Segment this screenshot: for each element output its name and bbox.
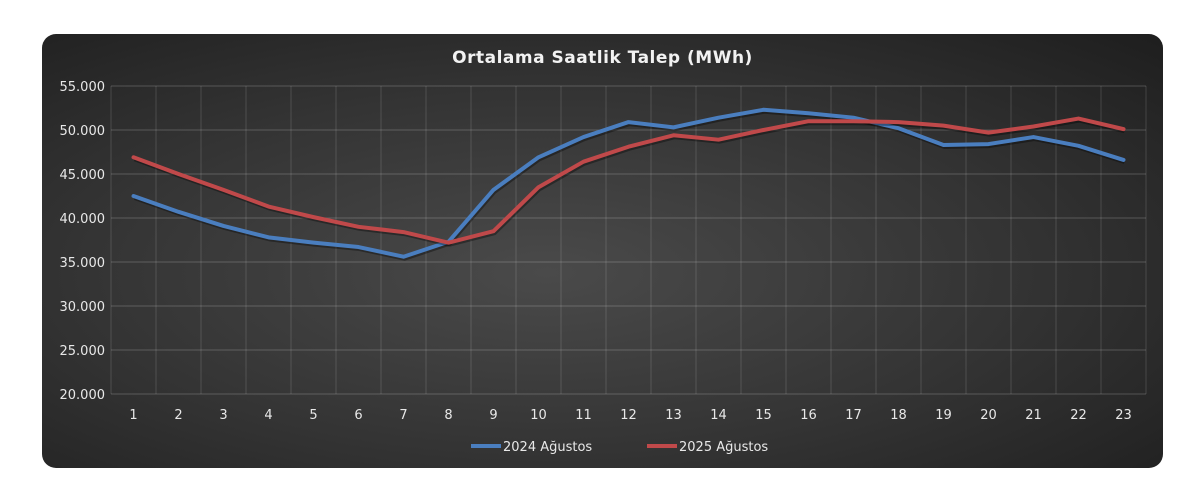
- x-tick-label: 22: [1070, 408, 1087, 423]
- y-tick-label: 30.000: [60, 300, 106, 315]
- x-tick-label: 19: [935, 408, 952, 423]
- x-tick-label: 8: [444, 408, 452, 423]
- x-tick-label: 7: [399, 408, 407, 423]
- x-tick-label: 3: [219, 408, 227, 423]
- x-tick-label: 13: [665, 408, 682, 423]
- line-chart: 20.000 25.000 30.000 35.000 40.000 45.000 50.0…: [60, 80, 1147, 455]
- y-tick-label: 35.000: [60, 256, 106, 271]
- series-line-2025-ağustos: [131, 116, 1126, 245]
- x-tick-label: 23: [1115, 408, 1132, 423]
- x-tick-label: 4: [264, 408, 272, 423]
- legend-label: 2024 Ağustos: [503, 440, 592, 455]
- x-tick-label: 11: [575, 408, 592, 423]
- x-tick-label: 2: [174, 408, 182, 423]
- y-tick-label: 40.000: [60, 212, 106, 227]
- x-tick-label: 15: [755, 408, 772, 423]
- x-tick-label: 5: [309, 408, 317, 423]
- series-shadow: [133, 118, 1125, 247]
- x-tick-label: 21: [1025, 408, 1042, 423]
- x-tick-label: 14: [710, 408, 727, 423]
- x-tick-label: 6: [354, 408, 362, 423]
- x-tick-label: 1: [129, 408, 137, 423]
- chart-card: Ortalama Saatlik Talep (MWh) 20.000 25.00…: [42, 34, 1163, 468]
- y-tick-label: 55.000: [60, 80, 106, 95]
- x-tick-label: 10: [530, 408, 547, 423]
- x-tick-label: 17: [845, 408, 862, 423]
- x-tick-label: 9: [489, 408, 497, 423]
- x-tick-label: 16: [800, 408, 817, 423]
- chart-title: Ortalama Saatlik Talep (MWh): [452, 48, 753, 68]
- y-tick-label: 50.000: [60, 124, 106, 139]
- x-tick-label: 18: [890, 408, 907, 423]
- legend-label: 2025 Ağustos: [679, 440, 768, 455]
- x-tick-label: 12: [620, 408, 637, 423]
- x-tick-label: 20: [980, 408, 997, 423]
- y-tick-label: 25.000: [60, 344, 106, 359]
- y-tick-label: 20.000: [60, 388, 106, 403]
- y-tick-label: 45.000: [60, 168, 106, 183]
